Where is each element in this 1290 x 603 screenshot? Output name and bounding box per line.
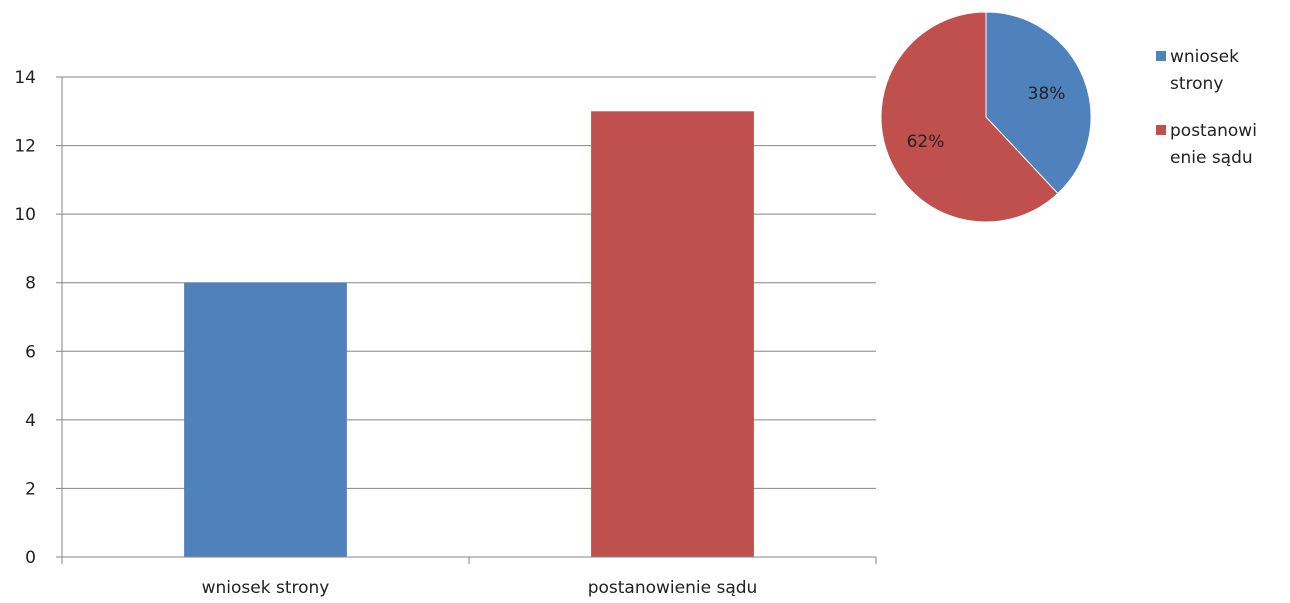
bar-series bbox=[184, 111, 754, 558]
y-tick-label: 2 bbox=[25, 479, 36, 499]
bar-y-axis-ticks: 0 2 4 6 8 10 12 14 bbox=[14, 68, 62, 568]
legend-swatch bbox=[1156, 51, 1166, 61]
y-tick-label: 6 bbox=[25, 342, 36, 362]
x-category-label: wniosek strony bbox=[202, 578, 330, 598]
pie-data-labels: 38% 62% bbox=[907, 84, 1066, 152]
legend-swatch bbox=[1156, 125, 1166, 135]
bar bbox=[591, 111, 754, 558]
y-tick-label: 8 bbox=[25, 274, 36, 294]
bar bbox=[184, 282, 347, 557]
y-tick-label: 14 bbox=[14, 68, 36, 88]
y-tick-label: 10 bbox=[14, 205, 36, 225]
y-tick-label: 12 bbox=[14, 137, 36, 157]
bar-category-labels: wniosek strony postanowienie sądu bbox=[202, 578, 758, 598]
pie-data-label: 38% bbox=[1028, 84, 1066, 104]
pie-slices bbox=[880, 11, 1092, 223]
legend-label: strony bbox=[1170, 74, 1223, 94]
y-tick-label: 4 bbox=[25, 411, 36, 431]
bar-chart: 0 2 4 6 8 10 12 14 wniosek strony postanowienie … bbox=[14, 68, 877, 598]
pie-legend: wniosek strony postanowi enie sądu bbox=[1156, 47, 1257, 168]
legend-label: postanowi bbox=[1170, 121, 1257, 141]
bar-x-axis bbox=[61, 77, 877, 564]
pie-slice bbox=[985, 11, 1092, 195]
pie-slice bbox=[880, 11, 1059, 223]
legend-label: enie sądu bbox=[1170, 148, 1253, 168]
pie-chart: 38% 62% wniosek strony postanowi enie sądu bbox=[880, 11, 1257, 223]
pie-data-label: 62% bbox=[907, 132, 945, 152]
y-tick-label: 0 bbox=[25, 548, 36, 568]
x-category-label: postanowienie sądu bbox=[588, 578, 758, 598]
legend-label: wniosek bbox=[1170, 47, 1239, 67]
